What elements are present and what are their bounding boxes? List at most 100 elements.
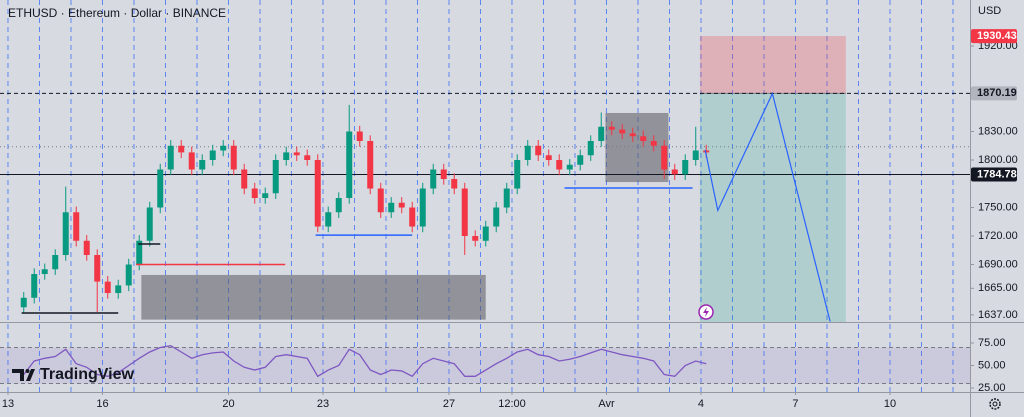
logo-dot (25, 369, 30, 373)
y-tick-label: 1830.00 (978, 125, 1018, 137)
candle-body (167, 145, 174, 170)
candle-body (556, 160, 563, 170)
candle-body (325, 212, 332, 227)
candle-body (304, 155, 311, 161)
candle-body (703, 150, 710, 153)
candle-body (146, 207, 153, 241)
forecast-path (704, 91, 831, 322)
candle-body (409, 207, 416, 227)
x-tick-label: 23 (317, 398, 329, 410)
price-label: 1930.43 (977, 30, 1017, 42)
x-tick-label: 7 (792, 398, 798, 410)
candle-body (661, 145, 668, 170)
y-tick-label: 1720.00 (978, 230, 1018, 242)
candle-body (262, 193, 269, 199)
settings-gear[interactable] (989, 398, 1001, 410)
rsi-tick-label: 75.00 (978, 337, 1006, 349)
candle-body (335, 198, 342, 213)
x-tick-label: 20 (222, 398, 234, 410)
candle-body (419, 188, 426, 227)
candle-body (199, 160, 206, 170)
logo-icon (12, 369, 35, 381)
gear-center (992, 401, 998, 407)
zone-rect (141, 274, 486, 320)
rsi-tick-label: 25.00 (978, 382, 1006, 394)
candle-body (283, 152, 290, 161)
candle-body (367, 140, 374, 189)
candle-body (524, 145, 531, 161)
candle-body (503, 188, 510, 208)
candle-body (629, 133, 636, 137)
candle-body (157, 169, 164, 208)
candle-body (73, 212, 80, 241)
price-pane (0, 36, 970, 322)
candle-body (535, 145, 542, 156)
candle-body (220, 145, 227, 151)
grid (7, 0, 954, 392)
alert-bolt (703, 307, 709, 317)
rsi-band (0, 347, 970, 384)
candle-body (451, 179, 458, 189)
candle-body (104, 281, 111, 294)
zone-rect (605, 112, 669, 183)
y-tick-label: 1637.00 (978, 309, 1018, 321)
symbol-title: ETHUSD · Ethereum · Dollar · BINANCE (8, 6, 226, 20)
candle-body (388, 202, 395, 213)
rsi-tick-label: 50.00 (978, 359, 1006, 371)
currency-label: USD (978, 5, 1001, 17)
gear[interactable] (989, 398, 1001, 410)
alert-icon[interactable] (698, 304, 714, 320)
candle-body (115, 285, 122, 294)
candle-body (482, 226, 489, 241)
price-label-box (971, 86, 1017, 101)
candle-body (682, 160, 689, 175)
candle-body (251, 188, 258, 199)
candle-body (598, 126, 605, 141)
candle-body (293, 152, 300, 156)
candle-body (608, 126, 615, 130)
candle-body (377, 188, 384, 213)
candle-body (472, 236, 479, 241)
x-tick-label: 10 (884, 398, 896, 410)
candle-body (545, 155, 552, 161)
candle-body (314, 160, 321, 227)
candle-body (31, 274, 38, 298)
candle-body (671, 169, 678, 175)
price-label: 1784.78 (977, 168, 1017, 180)
rsi-pane (0, 345, 970, 385)
candle-body (587, 140, 594, 156)
candle-body (493, 207, 500, 227)
y-tick-label: 1800.00 (978, 154, 1018, 166)
candle-body (514, 160, 521, 189)
candle-body (83, 240, 90, 256)
candle-body (209, 150, 216, 161)
candle-body (346, 131, 353, 199)
y-tick-label: 1665.00 (978, 282, 1018, 294)
rsi-line (23, 345, 707, 378)
price-label: 1870.19 (977, 87, 1017, 99)
y-tick-label: 1750.00 (978, 201, 1018, 213)
candle-body (241, 169, 248, 189)
candle-body (461, 188, 468, 237)
candle-body (125, 264, 132, 286)
candle-body (20, 297, 27, 308)
y-tick-label: 1690.00 (978, 258, 1018, 270)
candle-body (566, 164, 573, 170)
x-tick-label: 12:00 (498, 398, 526, 410)
candle-body (398, 202, 405, 208)
candle-body (619, 129, 626, 134)
target-zone (699, 36, 846, 94)
candle-body (52, 255, 59, 270)
candle-body (62, 212, 69, 256)
candle-body (178, 145, 185, 153)
stop-zone (699, 93, 846, 322)
candle-body (272, 160, 279, 194)
x-tick-label: 27 (443, 398, 455, 410)
candle-body (41, 269, 48, 275)
candle-body (440, 169, 447, 180)
x-tick-label: 16 (96, 398, 108, 410)
candle-body (650, 140, 657, 146)
candle-body (640, 136, 647, 141)
candle-body (356, 131, 363, 141)
